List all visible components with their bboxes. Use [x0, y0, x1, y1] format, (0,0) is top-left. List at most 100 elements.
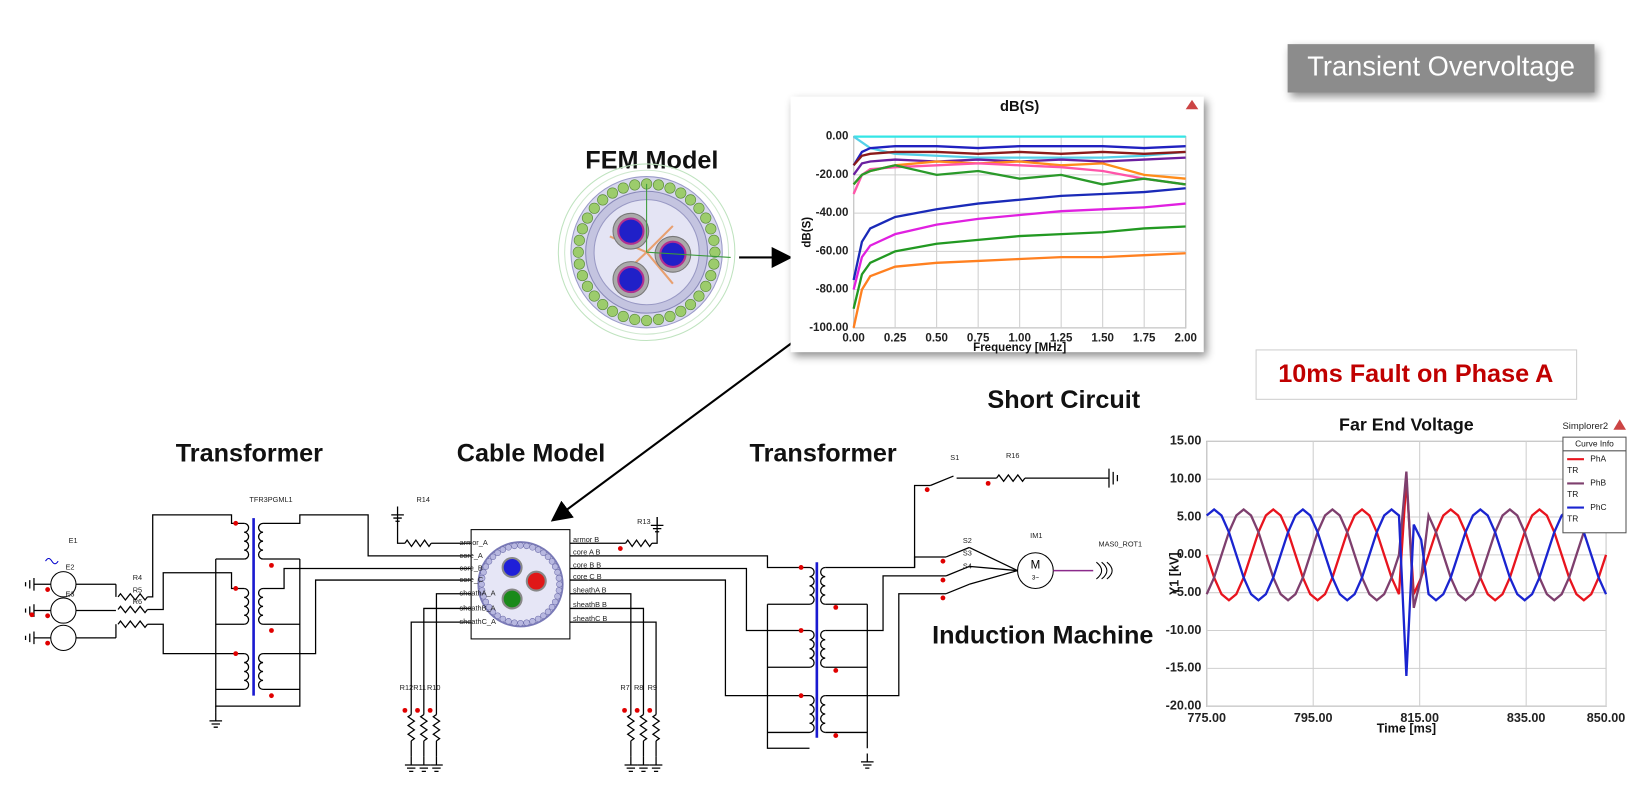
chart-title: Far End Voltage [1339, 414, 1474, 434]
wire [396, 514, 405, 544]
coil [809, 695, 815, 734]
cable-label: Cable Model [457, 440, 606, 468]
part-label: S2 [963, 536, 972, 545]
cable-bead [482, 598, 490, 606]
wire [969, 565, 1018, 572]
pin [798, 693, 804, 699]
fem-bead [705, 223, 717, 235]
source [50, 597, 77, 624]
wire [825, 593, 947, 697]
pin [940, 558, 946, 564]
resistor [117, 605, 148, 614]
cable-bead [485, 558, 493, 565]
series-line [852, 150, 1186, 167]
y-tick-label: -100.00 [809, 322, 848, 334]
part-label: R13 [637, 517, 650, 526]
cable-bead [529, 618, 536, 625]
series-line [852, 202, 1186, 290]
wire [263, 579, 472, 655]
fem-bead [581, 212, 594, 224]
pin [233, 651, 239, 657]
cable-bead [499, 615, 507, 623]
series-line [852, 164, 1186, 186]
source [50, 624, 77, 651]
badge-text: Transient Overvoltage [1307, 51, 1575, 82]
fem-bead [708, 258, 720, 270]
pin [269, 562, 274, 568]
cable-bead [511, 542, 518, 550]
part-label: E1 [69, 536, 78, 545]
resistor [419, 714, 429, 742]
ground [649, 756, 663, 772]
port-label: sheathA_A [460, 589, 496, 598]
wire [588, 567, 810, 632]
y-tick-label: 5.00 [1177, 509, 1202, 523]
port-label: core_B [460, 563, 483, 572]
y-tick-label: 0.00 [1177, 547, 1202, 561]
fem-bead [652, 179, 665, 191]
x-tick-label: 2.00 [1174, 332, 1196, 344]
part-label: E3 [65, 590, 74, 599]
x-tick-label: 0.25 [884, 332, 907, 344]
cable-bead [523, 542, 530, 550]
cable-bead [517, 619, 524, 627]
part-label: TFR3PGML1 [249, 495, 292, 504]
coil [257, 587, 264, 625]
port-label: sheathC B [573, 614, 607, 623]
y-tick-label: -20.00 [816, 169, 849, 181]
legend-sublabel: TR [1567, 465, 1578, 475]
wire [435, 593, 472, 715]
wire [263, 514, 472, 557]
fem-bead [629, 179, 641, 191]
x-tick-label: 0.75 [967, 332, 990, 344]
cable-bead [489, 608, 497, 615]
wire [588, 593, 632, 715]
motor-text: M [1031, 559, 1041, 571]
part-label: R9 [648, 683, 657, 692]
pin [634, 707, 640, 713]
chart-1: -100.00 -80.00 -60.00 -40.00 -20.00 0.00 0.00 0… [801, 99, 1197, 354]
cable-bead [485, 603, 493, 611]
transformer-label: Transformer [176, 440, 323, 468]
x-tick-label: 0.50 [925, 332, 947, 344]
wire [147, 623, 245, 655]
coil [820, 695, 826, 734]
fem-label: FEM Model [585, 146, 718, 174]
cable-beads [478, 542, 563, 627]
part-label: R11 [413, 683, 426, 692]
wire [651, 517, 658, 544]
cable-bead [480, 593, 487, 600]
motor-text: 3~ [1032, 575, 1040, 582]
pin [427, 707, 433, 713]
resistor [404, 539, 432, 548]
wire [588, 621, 657, 715]
port-label: armor B [573, 535, 599, 544]
fem-image [557, 163, 736, 341]
chart-2: -20.00 -15.00 -10.00 -5.00 0.00 5.00 10.00 15.0… [1166, 414, 1627, 736]
wire [825, 556, 947, 569]
resistor [996, 473, 1026, 483]
port-label: core A B [573, 548, 600, 557]
cable-core [525, 570, 547, 592]
cable-bead [555, 587, 563, 594]
x-tick-label: 0.00 [842, 332, 864, 344]
cable-bead [480, 569, 487, 576]
part-label: R7 [620, 683, 629, 692]
fem-bead [597, 298, 609, 311]
fem-core [617, 265, 645, 294]
switch [945, 565, 970, 577]
port-label: core C B [573, 572, 602, 581]
pin [833, 733, 839, 739]
fem-bead [693, 202, 705, 214]
series-line [852, 145, 1186, 166]
badge: Transient Overvoltage [1287, 44, 1595, 93]
y-tick-label: -40.00 [816, 207, 849, 219]
cable-bead [548, 603, 556, 611]
wire [588, 555, 810, 569]
pin [798, 628, 804, 633]
fem-bead [606, 187, 619, 199]
fem-bead [641, 314, 653, 327]
y-tick-label: -15.00 [1166, 661, 1202, 675]
part-label: IM1 [1030, 531, 1042, 540]
